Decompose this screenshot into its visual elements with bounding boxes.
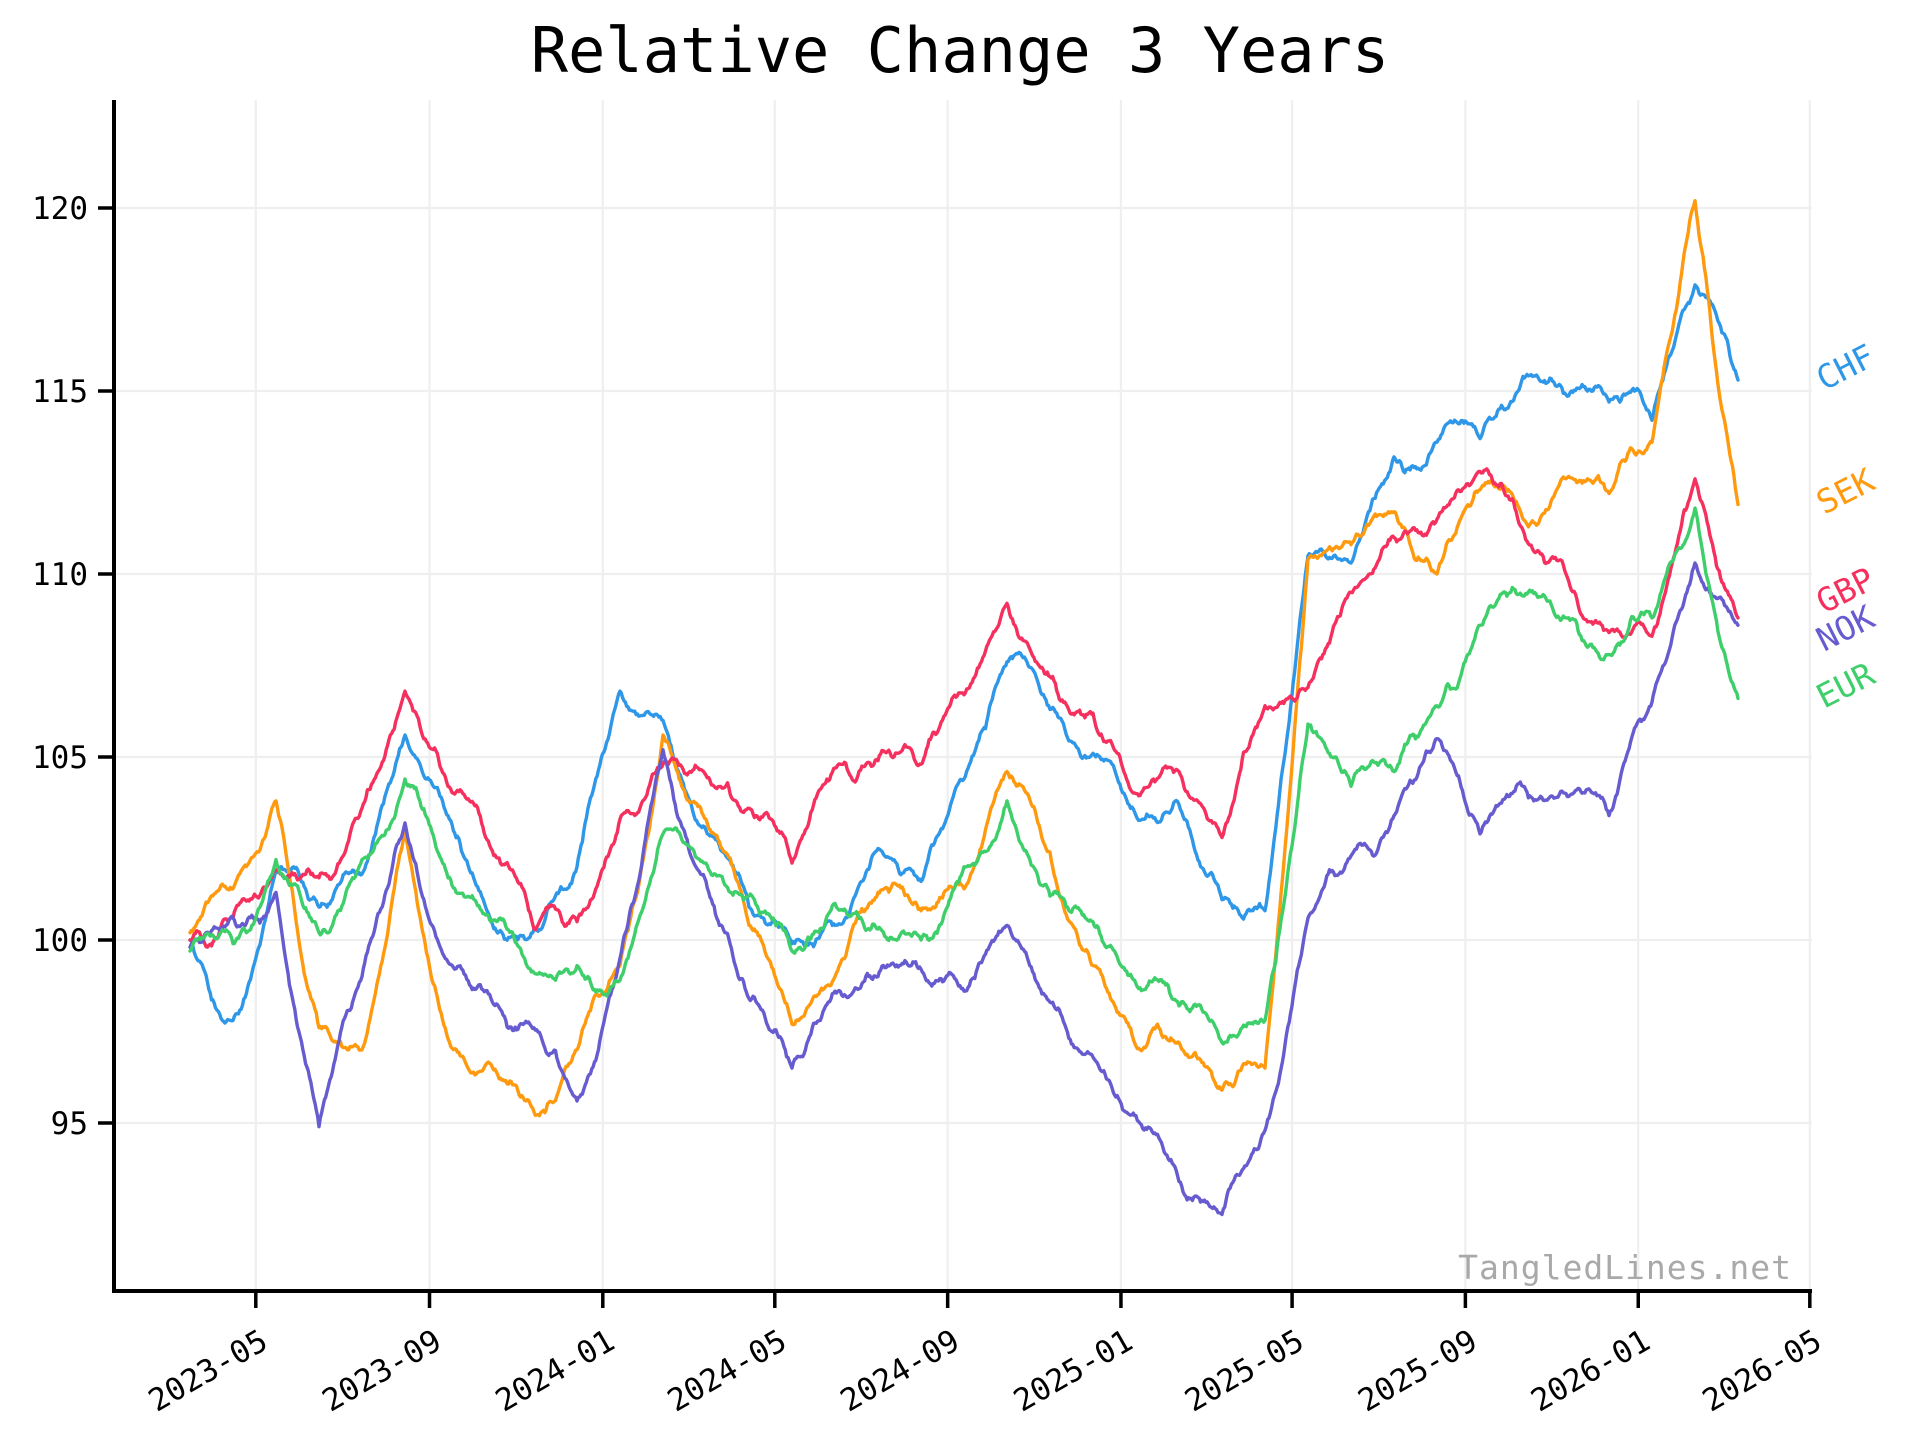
series-line-SEK <box>188 199 1740 1118</box>
series-line-NOK <box>188 561 1740 1217</box>
y-tick-label: 105 <box>32 740 88 776</box>
x-tick-label: 2026-05 <box>1697 1323 1828 1420</box>
series-line-GBP <box>188 467 1740 949</box>
axis-labels: 95 100 105 110 115 120 2023-05 2023-09 2024-01 20… <box>32 191 1828 1419</box>
y-tick-label: 95 <box>51 1106 88 1142</box>
x-tick-label: 2024-01 <box>490 1323 621 1420</box>
chart-title: Relative Change 3 Years <box>530 14 1390 87</box>
x-tick-label: 2025-01 <box>1008 1323 1139 1420</box>
watermark: TangledLines.net <box>1458 1248 1792 1287</box>
x-tick-label: 2025-05 <box>1179 1323 1310 1420</box>
legend-label-CHF: CHF <box>1810 336 1881 398</box>
y-tick-label: 110 <box>32 557 88 593</box>
x-tick-label: 2025-09 <box>1352 1323 1483 1420</box>
x-tick-label: 2026-01 <box>1525 1323 1656 1420</box>
y-tick-label: 100 <box>32 923 88 959</box>
series-lines <box>188 199 1740 1217</box>
series-line-EUR <box>188 506 1740 1046</box>
x-tick-label: 2024-05 <box>662 1323 793 1420</box>
x-tick-label: 2023-05 <box>143 1323 274 1420</box>
series-line-CHF <box>188 283 1740 1025</box>
legend-label-EUR: EUR <box>1810 654 1881 716</box>
legend-label-SEK: SEK <box>1810 460 1881 522</box>
y-tick-label: 115 <box>32 374 88 410</box>
x-tick-label: 2024-09 <box>835 1323 966 1420</box>
x-tick-label: 2023-09 <box>316 1323 447 1420</box>
axes <box>98 100 1812 1308</box>
y-tick-label: 120 <box>32 191 88 227</box>
